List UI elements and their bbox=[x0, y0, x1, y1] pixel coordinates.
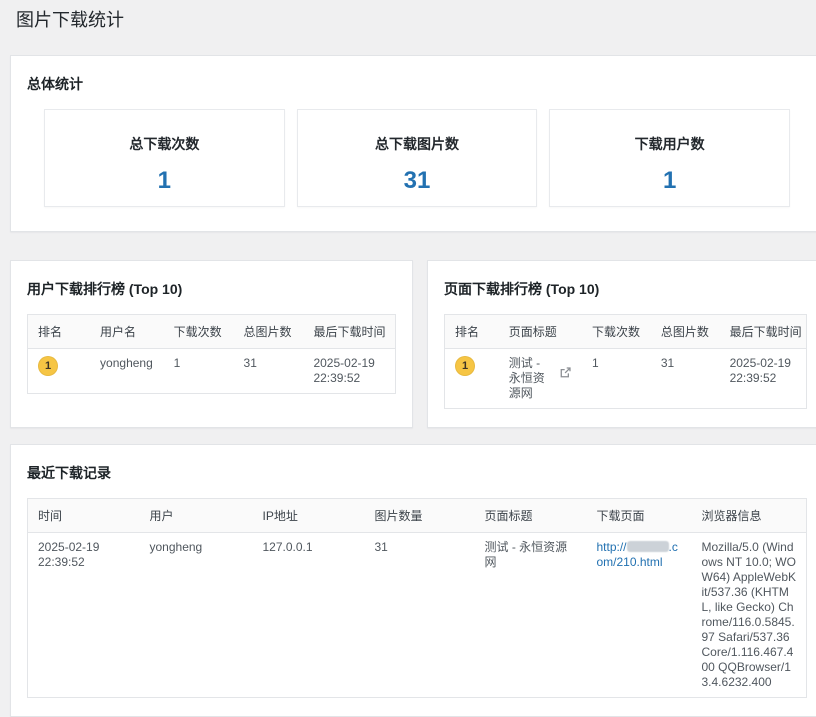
col-rank: 排名 bbox=[444, 314, 499, 349]
recent-downloads-table: 时间 用户 IP地址 图片数量 页面标题 下载页面 浏览器信息 2025-02-… bbox=[27, 498, 807, 698]
user-ranking-header-row: 排名 用户名 下载次数 总图片数 最后下载时间 bbox=[27, 314, 396, 349]
page-title-cell: 测试 - 永恒资源网 bbox=[484, 540, 568, 569]
col-images: 总图片数 bbox=[233, 314, 304, 349]
col-downloads: 下载次数 bbox=[582, 314, 651, 349]
recent-downloads-section: 最近下载记录 时间 用户 IP地址 图片数量 页面标题 下载页面 浏览器信息 bbox=[10, 444, 816, 717]
images-cell: 31 bbox=[660, 356, 675, 370]
col-downloads: 下载次数 bbox=[163, 314, 234, 349]
col-images: 总图片数 bbox=[650, 314, 720, 349]
col-rank: 排名 bbox=[27, 314, 91, 349]
col-time: 时间 bbox=[27, 498, 140, 533]
username-cell: yongheng bbox=[100, 356, 153, 370]
stat-label-download-users: 下载用户数 bbox=[634, 136, 705, 152]
page-ranking-header-row: 排名 页面标题 下载次数 总图片数 最后下载时间 bbox=[444, 314, 807, 349]
ip-cell: 127.0.0.1 bbox=[262, 540, 313, 554]
col-page-title: 页面标题 bbox=[498, 314, 583, 349]
stat-card-total-images: 总下载图片数 31 bbox=[296, 109, 538, 207]
downloads-cell: 1 bbox=[592, 356, 599, 370]
recent-header-row: 时间 用户 IP地址 图片数量 页面标题 下载页面 浏览器信息 bbox=[27, 498, 807, 533]
rank-badge: 1 bbox=[455, 356, 475, 376]
image-count-cell: 31 bbox=[374, 540, 388, 554]
col-image-count: 图片数量 bbox=[364, 498, 475, 533]
download-page-link[interactable]: http://.com/210.html bbox=[597, 540, 678, 569]
page-ranking-heading: 页面下载排行榜 (Top 10) bbox=[444, 281, 600, 297]
time-cell: 2025-02-19 22:39:52 bbox=[38, 540, 100, 569]
user-ranking-table: 排名 用户名 下载次数 总图片数 最后下载时间 1 yongheng 1 31 … bbox=[27, 314, 396, 394]
images-cell: 31 bbox=[243, 356, 257, 370]
col-ip: IP地址 bbox=[252, 498, 365, 533]
overall-stats-heading: 总体统计 bbox=[27, 76, 83, 92]
col-browser-info: 浏览器信息 bbox=[691, 498, 807, 533]
page-title-text: 测试 - 永恒资源网 bbox=[508, 356, 545, 400]
last-time-cell: 2025-02-19 22:39:52 bbox=[313, 356, 375, 385]
col-last-time: 最后下载时间 bbox=[303, 314, 396, 349]
stat-card-download-users: 下载用户数 1 bbox=[549, 109, 790, 207]
col-last-time: 最后下载时间 bbox=[719, 314, 807, 349]
last-time-cell: 2025-02-19 22:39:52 bbox=[729, 356, 791, 385]
link-prefix: http:// bbox=[596, 540, 627, 554]
ranking-row: 用户下载排行榜 (Top 10) 排名 用户名 下载次数 总图片数 最后下载时间 bbox=[10, 260, 816, 428]
page-ranking-section: 页面下载排行榜 (Top 10) 排名 页面标题 下载次数 总图片数 最后下载时… bbox=[427, 260, 816, 428]
rank-badge: 1 bbox=[38, 356, 58, 376]
browser-info-cell: Mozilla/5.0 (Windows NT 10.0; WOW64) App… bbox=[701, 540, 797, 689]
overall-stats-section: 总体统计 总下载次数 1 总下载图片数 31 下载用户数 1 bbox=[10, 55, 816, 232]
external-link-icon[interactable] bbox=[559, 366, 572, 383]
stats-grid: 总下载次数 1 总下载图片数 31 下载用户数 1 bbox=[44, 109, 790, 207]
stat-value-total-downloads: 1 bbox=[157, 167, 171, 194]
col-page-title: 页面标题 bbox=[474, 498, 587, 533]
col-user: 用户 bbox=[139, 498, 253, 533]
recent-downloads-heading: 最近下载记录 bbox=[27, 465, 111, 481]
col-download-page: 下载页面 bbox=[586, 498, 692, 533]
downloads-cell: 1 bbox=[173, 356, 181, 370]
user-ranking-section: 用户下载排行榜 (Top 10) 排名 用户名 下载次数 总图片数 最后下载时间 bbox=[10, 260, 413, 428]
stat-value-download-users: 1 bbox=[662, 167, 677, 194]
user-cell: yongheng bbox=[149, 540, 203, 554]
page-ranking-table: 排名 页面标题 下载次数 总图片数 最后下载时间 1 测试 - 永恒资源网 bbox=[444, 314, 807, 409]
user-ranking-row: 1 yongheng 1 31 2025-02-19 22:39:52 bbox=[28, 349, 396, 394]
user-ranking-heading: 用户下载排行榜 (Top 10) bbox=[27, 281, 183, 297]
stat-label-total-images: 总下载图片数 bbox=[374, 136, 459, 152]
page-title: 图片下载统计 bbox=[16, 10, 124, 30]
page-ranking-row: 1 测试 - 永恒资源网 bbox=[445, 349, 807, 409]
stat-value-total-images: 31 bbox=[403, 167, 431, 194]
stat-label-total-downloads: 总下载次数 bbox=[129, 136, 200, 152]
col-username: 用户名 bbox=[90, 314, 164, 349]
link-suffix: .com/210.html bbox=[596, 540, 678, 569]
stat-card-total-downloads: 总下载次数 1 bbox=[44, 109, 285, 207]
recent-row: 2025-02-19 22:39:52 yongheng 127.0.0.1 3… bbox=[28, 533, 807, 698]
redacted-domain bbox=[626, 541, 669, 552]
